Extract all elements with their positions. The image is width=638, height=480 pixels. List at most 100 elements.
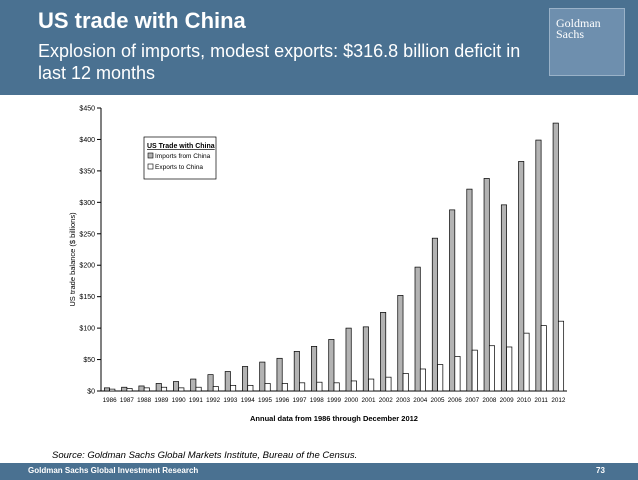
imports-bar — [518, 161, 525, 392]
footer-org: Goldman Sachs Global Investment Research — [28, 466, 199, 475]
x-tick-label: 2007 — [465, 397, 480, 404]
legend-box — [143, 136, 217, 180]
imports-bar — [138, 385, 145, 392]
goldman-sachs-logo: Goldman Sachs — [549, 8, 625, 76]
x-tick-label: 1990 — [172, 397, 187, 404]
slide-subtitle: Explosion of imports, modest exports: $3… — [38, 41, 521, 83]
x-tick-label: 1994 — [241, 397, 256, 404]
x-tick-label: 2012 — [551, 397, 566, 404]
exports-bar — [558, 320, 565, 392]
exports-bar — [299, 382, 306, 392]
y-tick-label: $450 — [79, 106, 95, 113]
x-tick-label: 2011 — [534, 397, 548, 404]
exports-bar — [419, 368, 426, 392]
x-tick-label: 1995 — [258, 397, 273, 404]
exports-bar — [523, 332, 530, 392]
exports-bar — [281, 383, 288, 392]
exports-bar — [350, 380, 357, 392]
imports-bar — [259, 361, 266, 392]
exports-bar — [195, 386, 202, 392]
y-tick-label: $200 — [79, 263, 95, 270]
x-tick-label: 2010 — [517, 397, 532, 404]
exports-bar — [143, 387, 150, 392]
y-tick-label: $100 — [79, 326, 95, 333]
imports-bar — [190, 378, 197, 392]
x-axis-title: Annual data from 1986 through December 2… — [250, 414, 418, 423]
imports-bar — [103, 387, 110, 392]
imports-bar — [397, 295, 404, 392]
y-tick-label: $0 — [87, 389, 95, 396]
imports-bar — [121, 386, 128, 392]
imports-bar — [207, 374, 214, 392]
legend-entry: Imports from China — [155, 153, 211, 160]
y-tick-label: $250 — [79, 231, 95, 238]
footer-bar: Goldman Sachs Global Investment Research… — [0, 463, 638, 480]
exports-bar — [506, 346, 513, 392]
x-tick-label: 1986 — [103, 397, 118, 404]
x-tick-label: 1999 — [327, 397, 342, 404]
y-tick-label: $350 — [79, 168, 95, 175]
x-tick-label: 2006 — [448, 397, 463, 404]
x-tick-label: 2000 — [344, 397, 359, 404]
imports-bar — [224, 371, 231, 392]
legend-swatch — [147, 152, 154, 159]
exports-bar — [437, 364, 444, 392]
x-tick-label: 1992 — [206, 397, 221, 404]
exports-bar — [333, 382, 340, 392]
imports-bar — [552, 122, 559, 392]
exports-bar — [212, 386, 219, 392]
imports-bar — [466, 188, 473, 392]
imports-bar — [362, 326, 369, 392]
exports-bar — [178, 387, 185, 392]
imports-bar — [311, 345, 318, 392]
imports-bar — [293, 351, 300, 392]
x-tick-label: 2008 — [482, 397, 497, 404]
imports-bar — [242, 366, 249, 392]
x-tick-label: 2009 — [500, 397, 515, 404]
x-tick-label: 2005 — [431, 397, 446, 404]
exports-bar — [316, 381, 323, 392]
legend-entry: Exports to China — [155, 164, 203, 171]
imports-bar — [414, 266, 421, 392]
y-axis-title: US trade balance ($ billions) — [68, 212, 77, 307]
legend-swatch — [147, 163, 154, 170]
exports-bar — [161, 386, 168, 392]
imports-bar — [328, 339, 335, 392]
logo-wordmark: Goldman Sachs — [556, 16, 601, 41]
y-tick-label: $50 — [83, 357, 95, 364]
imports-bar — [276, 357, 283, 392]
logo-line1: Goldman — [556, 16, 601, 30]
x-tick-label: 1988 — [137, 397, 152, 404]
x-tick-label: 1997 — [292, 397, 307, 404]
trade-bar-chart: $0 $50 $100 $150 $200 $250 $300 $350 $400 $450 198… — [68, 106, 567, 423]
exports-bar — [540, 325, 547, 392]
exports-bar — [368, 378, 375, 392]
legend-title: US Trade with China — [147, 143, 215, 150]
exports-bar — [385, 376, 392, 392]
x-tick-label: 1991 — [189, 397, 204, 404]
x-tick-label: 2004 — [413, 397, 428, 404]
imports-bar — [155, 383, 162, 392]
imports-bar — [449, 209, 456, 392]
x-tick-label: 1989 — [154, 397, 169, 404]
imports-bar — [345, 327, 352, 392]
imports-bar — [483, 178, 490, 392]
x-tick-label: 1998 — [310, 397, 325, 404]
exports-bar — [126, 388, 133, 392]
logo-line2: Sachs — [556, 27, 584, 41]
exports-bar — [402, 373, 409, 392]
slide-title: US trade with China — [38, 8, 246, 33]
x-tick-label: 1993 — [223, 397, 238, 404]
exports-bar — [471, 349, 478, 392]
imports-bar — [535, 139, 542, 392]
exports-bar — [488, 345, 495, 392]
x-tick-label: 2001 — [362, 397, 377, 404]
page-number: 73 — [596, 466, 605, 475]
y-tick-label: $300 — [79, 200, 95, 207]
exports-bar — [247, 384, 254, 392]
chart-area: $0 $50 $100 $150 $200 $250 $300 $350 $400 $450 198… — [0, 95, 638, 440]
exports-bar — [109, 388, 116, 392]
header-banner: US trade with China Explosion of imports… — [0, 0, 638, 95]
exports-bar — [264, 383, 271, 392]
x-tick-label: 2002 — [379, 397, 394, 404]
